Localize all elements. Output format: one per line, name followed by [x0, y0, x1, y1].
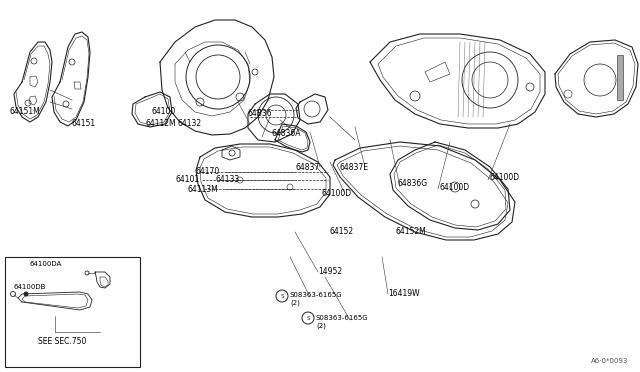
Text: S: S [280, 294, 284, 298]
Bar [617, 55, 623, 100]
Text: 64152M: 64152M [395, 228, 426, 237]
Text: 64100DB: 64100DB [14, 284, 46, 290]
Text: 64837: 64837 [296, 163, 320, 171]
Circle shape [24, 292, 28, 296]
Text: S08363-6165G
(2): S08363-6165G (2) [316, 315, 369, 329]
Text: 14952: 14952 [318, 267, 342, 276]
Text: 64100DA: 64100DA [30, 261, 62, 267]
Text: 64151M: 64151M [10, 108, 41, 116]
Text: A6·0*0093: A6·0*0093 [591, 358, 628, 364]
Text: 64113M: 64113M [188, 185, 219, 193]
FancyBboxPatch shape [5, 257, 140, 367]
Text: 64132: 64132 [178, 119, 202, 128]
Text: 64836A: 64836A [272, 129, 301, 138]
Text: S: S [307, 315, 310, 321]
Text: 64112M: 64112M [145, 119, 175, 128]
Text: 16419W: 16419W [388, 289, 420, 298]
Text: 64837E: 64837E [340, 163, 369, 171]
Text: 64100D: 64100D [440, 183, 470, 192]
Text: 64B36: 64B36 [248, 109, 273, 119]
Text: 64151: 64151 [72, 119, 96, 128]
Text: 64100: 64100 [152, 108, 176, 116]
Text: 64100D: 64100D [322, 189, 352, 199]
Text: S08363-6165G
(2): S08363-6165G (2) [290, 292, 342, 306]
Text: 64133: 64133 [215, 176, 239, 185]
Text: 64836G: 64836G [398, 180, 428, 189]
Text: 64152: 64152 [330, 228, 354, 237]
Text: SEE SEC.750: SEE SEC.750 [38, 337, 86, 346]
Text: 64101: 64101 [175, 176, 199, 185]
Text: 64100D: 64100D [490, 173, 520, 182]
Text: 64170: 64170 [196, 167, 220, 176]
